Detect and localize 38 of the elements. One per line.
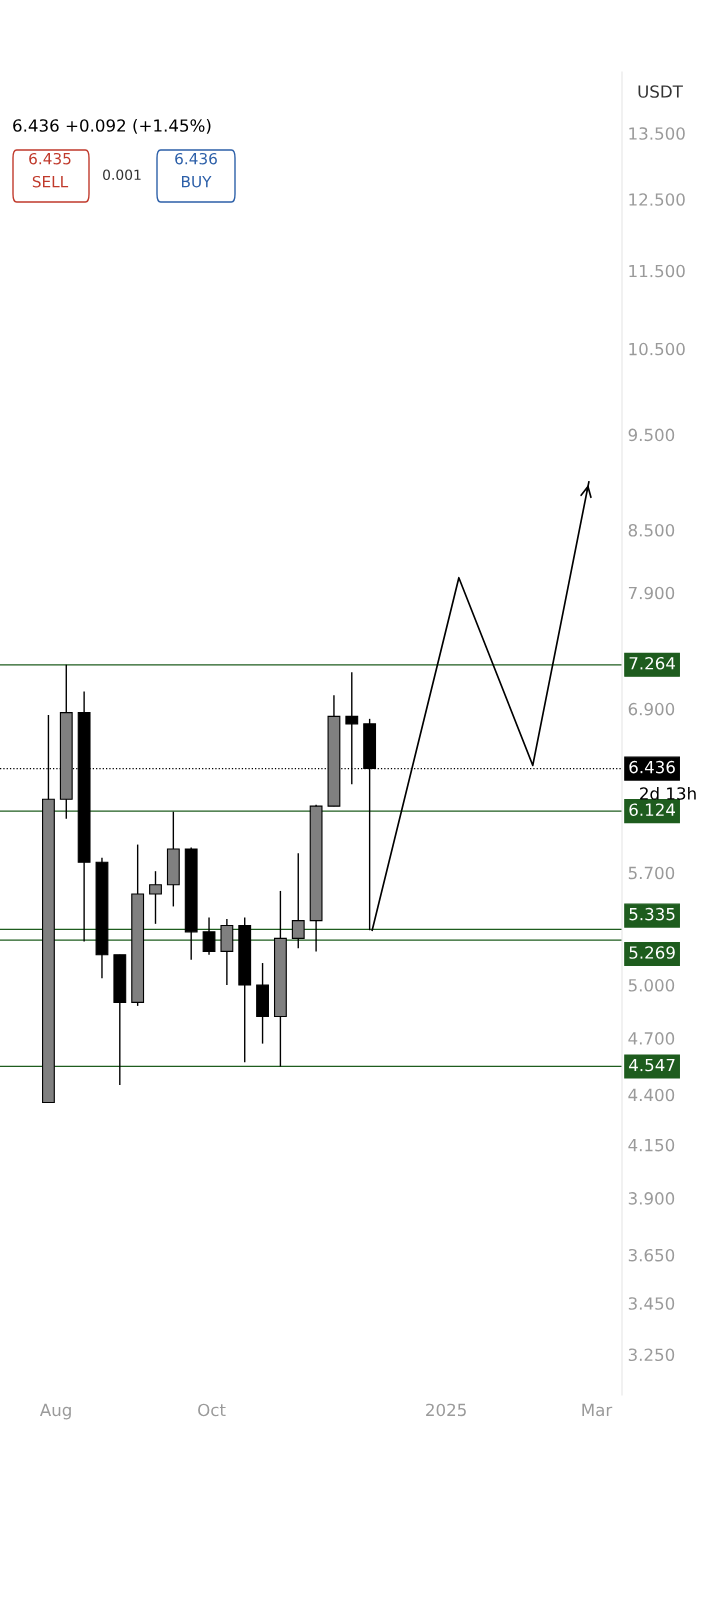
y-tick-label: 5.700 — [628, 866, 675, 880]
y-tick-label: 6.900 — [628, 702, 675, 716]
ref-line-label: 5.269 — [629, 946, 675, 959]
annotation: 0.001 — [103, 169, 141, 181]
ref-line-label: 4.547 — [629, 1058, 675, 1072]
text: 2d 13h — [640, 786, 696, 800]
annotation: BUY — [182, 176, 212, 188]
annotation: 6.435 — [29, 152, 71, 165]
y-tick-label: 10.500 — [629, 342, 685, 356]
y-tick-label: 8.500 — [628, 523, 675, 537]
candlestick — [149, 870, 162, 925]
candlestick — [291, 852, 305, 949]
y-tick-label: 7.900 — [628, 586, 675, 600]
y-tick-label: 4.700 — [628, 1032, 675, 1045]
annotation: 6.436 — [175, 152, 217, 165]
y-tick-label: 4.400 — [628, 1088, 675, 1102]
y-tick-label: 4.150 — [628, 1138, 675, 1152]
y-tick-label: 3.900 — [628, 1192, 675, 1205]
annotation: 6.436 +0.092 (+1.45%) — [13, 118, 211, 134]
text: USDT — [638, 85, 683, 98]
ref-line-label: 6.436 — [629, 760, 675, 774]
y-tick-label: 12.500 — [629, 193, 685, 206]
x-tick-label: 2025 — [426, 1403, 466, 1417]
x-tick-label: Aug — [39, 1403, 71, 1420]
ref-line-label: 6.124 — [629, 803, 675, 816]
y-tick-label: 11.500 — [629, 264, 685, 278]
y-tick-label: 9.500 — [628, 428, 675, 442]
y-tick-label: 13.500 — [629, 127, 685, 140]
candlestick — [202, 916, 216, 956]
ref-line-label: 5.335 — [629, 907, 675, 921]
y-tick-label: 3.250 — [628, 1348, 675, 1362]
ref-line-label: 7.264 — [629, 656, 675, 670]
y-tick-label: 5.000 — [628, 979, 675, 992]
annotation: SELL — [32, 175, 69, 188]
y-tick-label: 3.650 — [628, 1248, 675, 1262]
x-tick-label: Mar — [582, 1403, 613, 1417]
x-tick-label: Oct — [198, 1403, 226, 1417]
y-tick-label: 3.450 — [628, 1297, 675, 1310]
